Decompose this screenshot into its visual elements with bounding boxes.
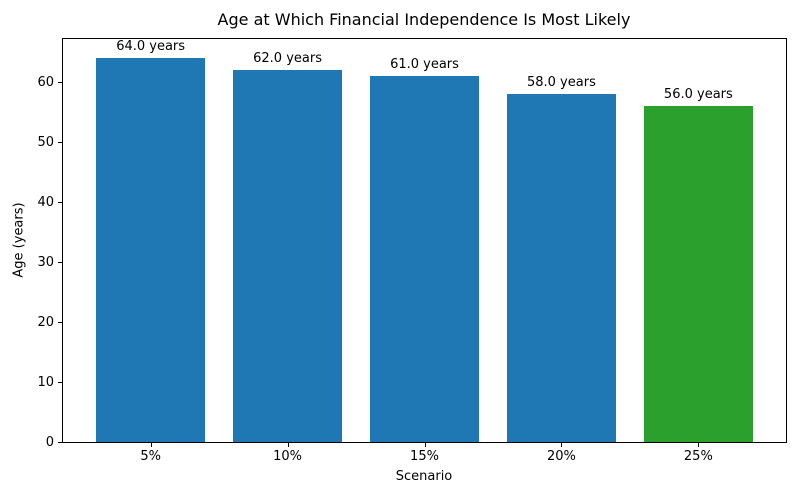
x-tick-label: 10%	[273, 449, 303, 464]
y-tick-label: 20	[37, 314, 54, 330]
bar	[369, 76, 480, 442]
plot-area: 64.0 years 62.0 years 61.0 years 58.0 years…	[62, 38, 787, 443]
x-tick-label: 15%	[410, 449, 439, 464]
x-tick-mark	[698, 443, 700, 447]
y-tick-mark	[58, 262, 62, 264]
x-tick-mark	[424, 443, 426, 447]
x-tick-label: 20%	[546, 449, 576, 464]
chart-title: Age at Which Financial Independence Is M…	[217, 10, 631, 29]
bar-value-label: 56.0 years	[663, 87, 733, 103]
x-tick-mark	[150, 443, 152, 447]
y-tick-mark	[58, 322, 62, 324]
y-tick-label: 60	[37, 74, 54, 90]
bar-value-label: 58.0 years	[526, 75, 596, 91]
y-tick-mark	[58, 202, 62, 204]
x-tick-label: 5%	[140, 449, 161, 464]
bar-value-label: 61.0 years	[390, 57, 459, 73]
x-axis-label: Scenario	[395, 469, 453, 484]
y-tick-mark	[58, 82, 62, 84]
x-tick-label: 25%	[683, 449, 713, 464]
y-tick-label: 30	[37, 254, 54, 270]
y-tick-label: 10	[37, 374, 54, 390]
y-tick-label: 50	[37, 134, 54, 150]
y-tick-mark	[58, 442, 62, 443]
bar	[506, 94, 617, 442]
bar	[95, 58, 206, 442]
y-tick-mark	[58, 142, 62, 144]
y-tick-mark	[58, 382, 62, 384]
bar-value-label: 62.0 years	[253, 51, 322, 67]
bar	[232, 70, 343, 442]
x-tick-mark	[287, 443, 289, 447]
bar	[643, 106, 754, 442]
y-tick-label: 0	[45, 434, 54, 450]
y-tick-label: 40	[37, 194, 54, 210]
x-tick-mark	[561, 443, 563, 447]
bar-value-label: 64.0 years	[116, 39, 186, 55]
